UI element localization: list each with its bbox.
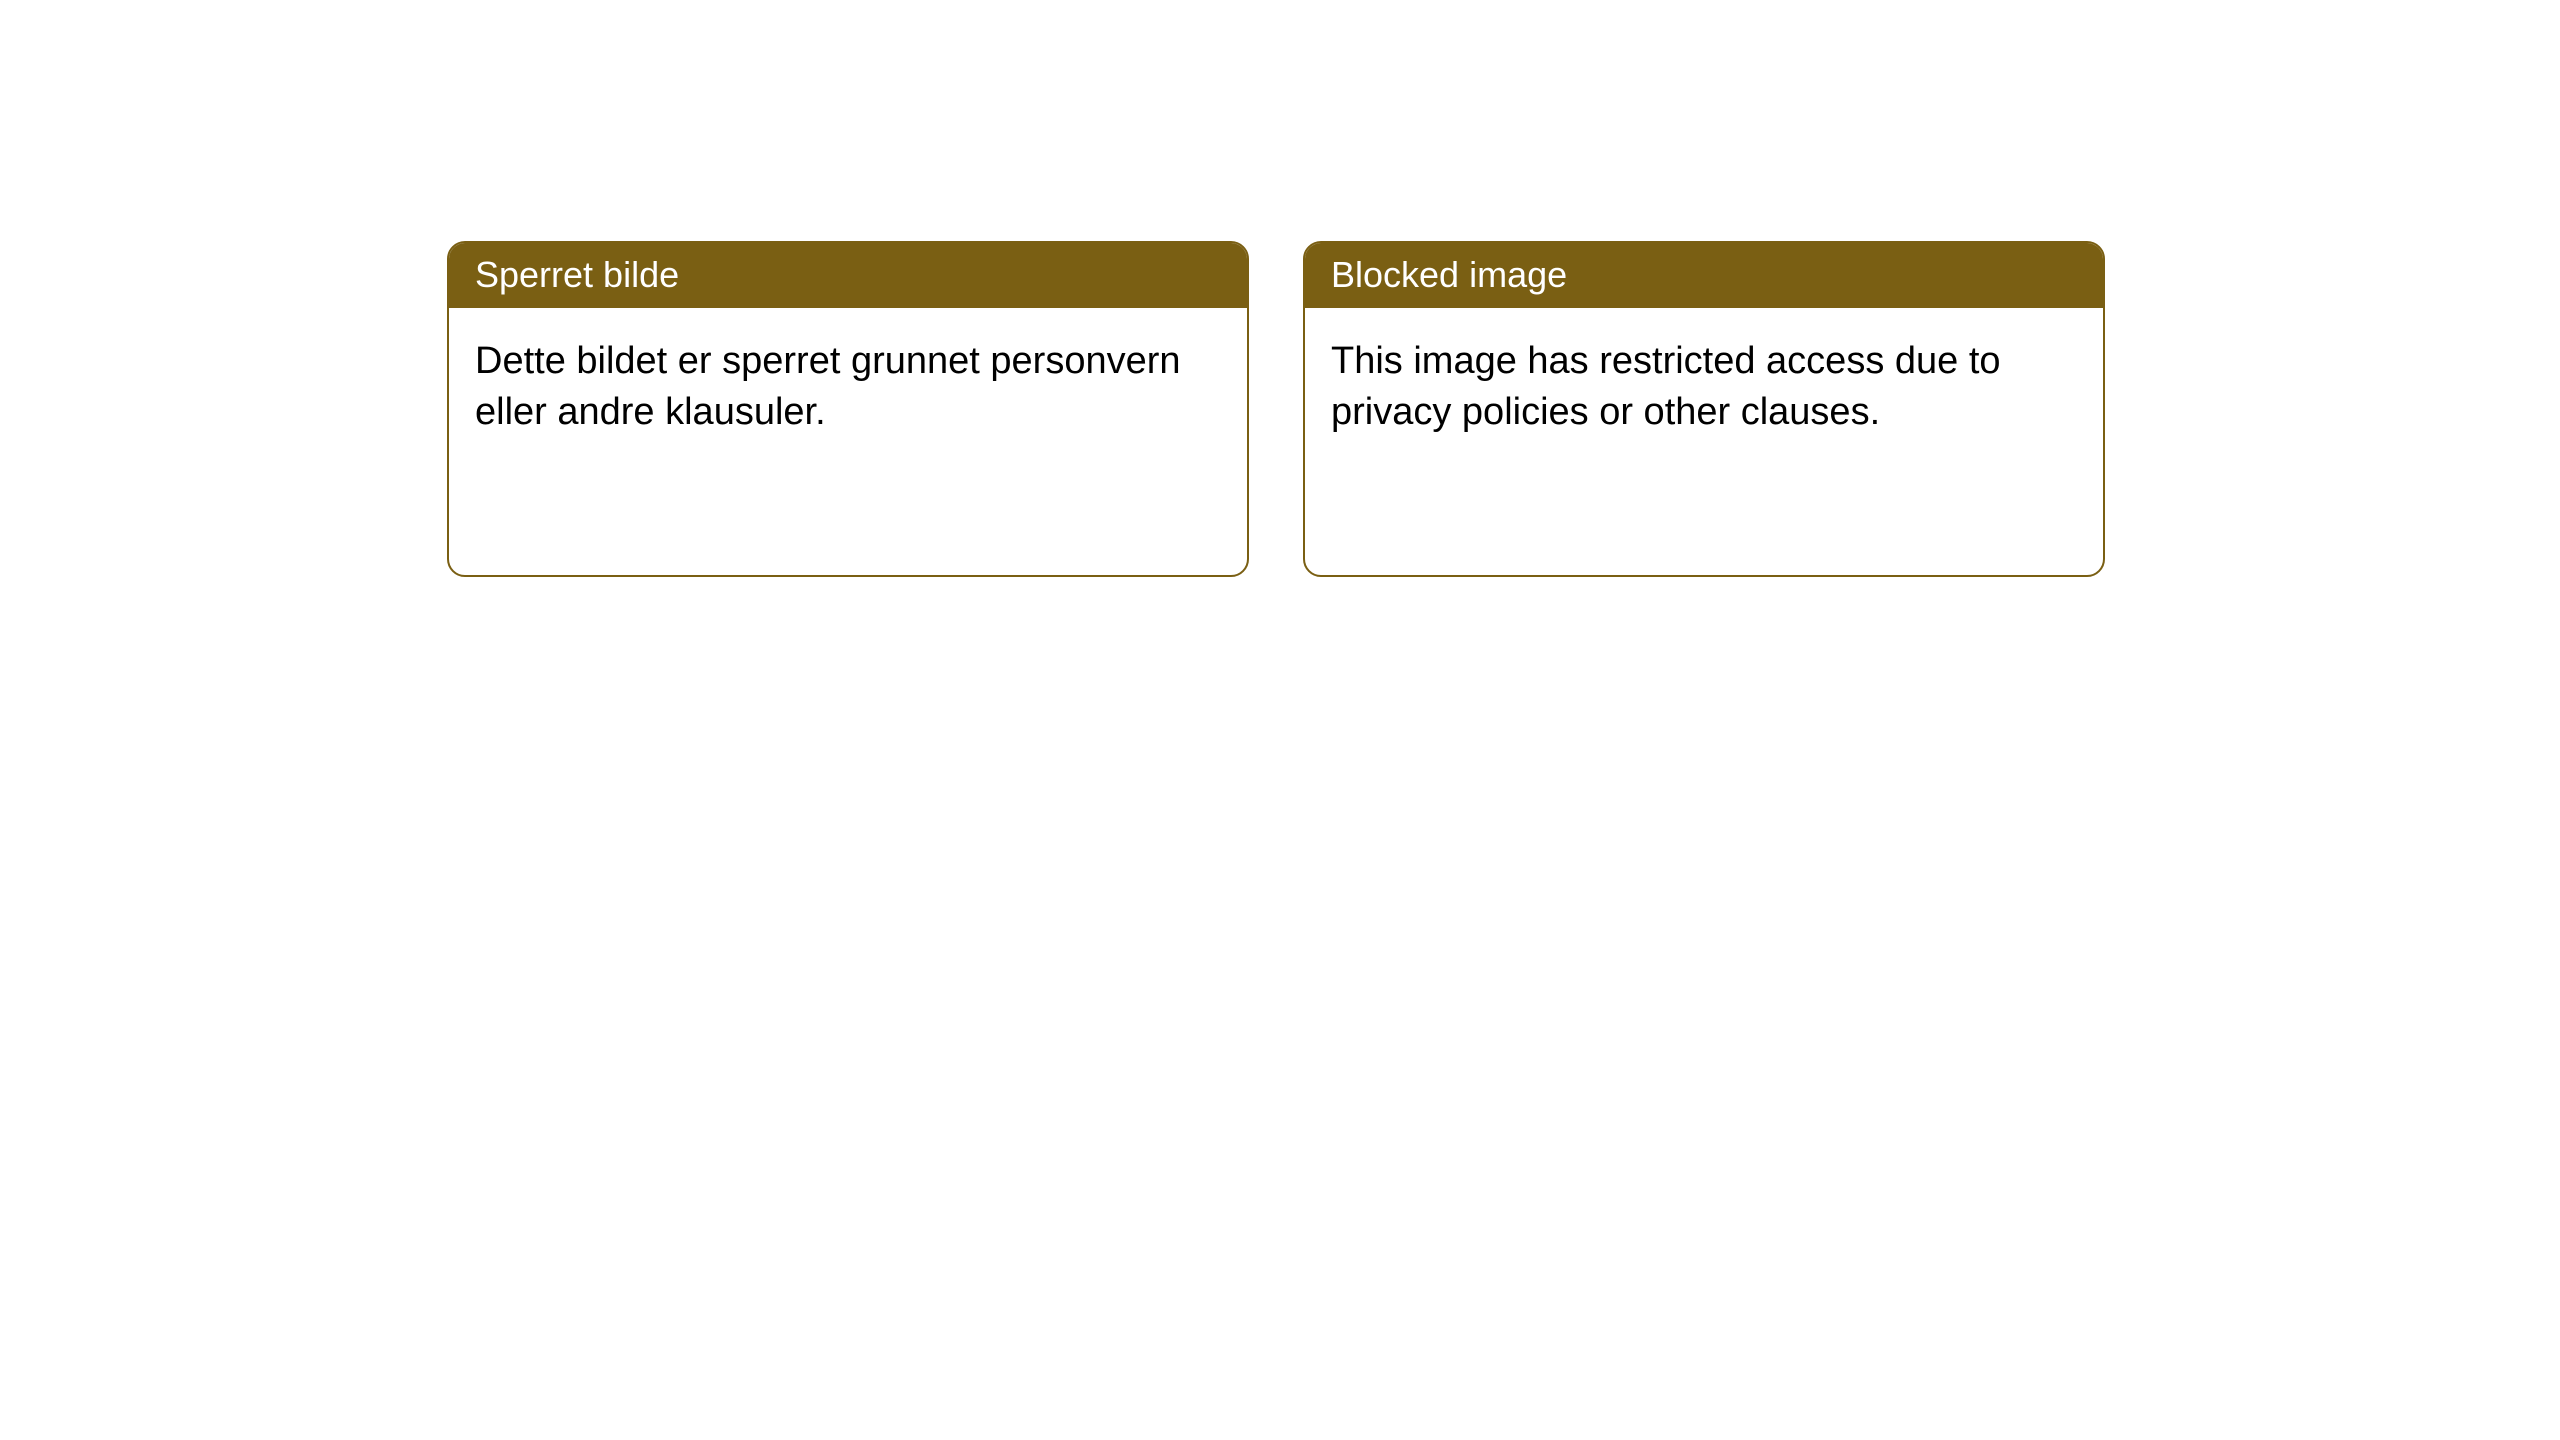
panel-header-english: Blocked image [1305, 243, 2103, 308]
panel-body-norwegian: Dette bildet er sperret grunnet personve… [449, 308, 1247, 467]
panel-body-english: This image has restricted access due to … [1305, 308, 2103, 467]
panel-header-norwegian: Sperret bilde [449, 243, 1247, 308]
panel-container: Sperret bilde Dette bildet er sperret gr… [0, 0, 2560, 577]
panel-english: Blocked image This image has restricted … [1303, 241, 2105, 577]
panel-norwegian: Sperret bilde Dette bildet er sperret gr… [447, 241, 1249, 577]
